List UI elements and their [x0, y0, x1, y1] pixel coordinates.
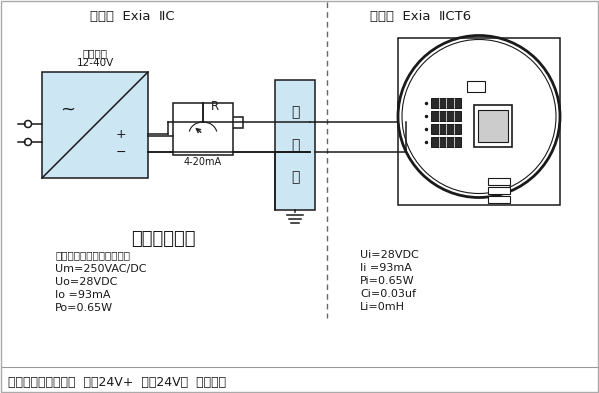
Text: Li=0mH: Li=0mH: [360, 302, 405, 312]
Text: Io =93mA: Io =93mA: [55, 290, 110, 300]
FancyBboxPatch shape: [488, 187, 510, 194]
Text: （参见安全栅适用说明书）: （参见安全栅适用说明书）: [55, 250, 130, 260]
Text: ~: ~: [60, 101, 75, 119]
FancyBboxPatch shape: [188, 116, 243, 127]
FancyBboxPatch shape: [467, 81, 485, 92]
FancyBboxPatch shape: [478, 110, 508, 141]
Text: 本安型接线图: 本安型接线图: [131, 230, 195, 248]
Text: Uo=28VDC: Uo=28VDC: [55, 277, 117, 287]
Text: 12-40V: 12-40V: [77, 58, 114, 68]
Text: Ci=0.03uf: Ci=0.03uf: [360, 289, 416, 299]
FancyBboxPatch shape: [488, 196, 510, 203]
Circle shape: [406, 44, 552, 189]
FancyBboxPatch shape: [431, 123, 461, 134]
Text: 直流电源: 直流电源: [83, 48, 107, 58]
Text: 安全区  Exia  ⅡC: 安全区 Exia ⅡC: [90, 10, 175, 23]
Text: 注：一体化接线方式  红：24V+  蓝：24V－  黑：接地: 注：一体化接线方式 红：24V+ 蓝：24V－ 黑：接地: [8, 376, 226, 389]
Text: 4-20mA: 4-20mA: [184, 157, 222, 167]
Text: 危险区  Exia  ⅡCT6: 危险区 Exia ⅡCT6: [370, 10, 471, 23]
Text: +: +: [116, 127, 126, 141]
FancyBboxPatch shape: [431, 110, 461, 121]
FancyBboxPatch shape: [431, 136, 461, 147]
Text: 安: 安: [291, 105, 299, 119]
Text: 全: 全: [291, 138, 299, 152]
Text: Um=250VAC/DC: Um=250VAC/DC: [55, 264, 147, 274]
Text: Ii =93mA: Ii =93mA: [360, 263, 412, 273]
FancyBboxPatch shape: [275, 80, 315, 210]
FancyBboxPatch shape: [42, 72, 148, 178]
FancyBboxPatch shape: [474, 105, 512, 147]
Text: R: R: [211, 101, 219, 114]
Text: −: −: [116, 145, 126, 158]
Text: Pi=0.65W: Pi=0.65W: [360, 276, 415, 286]
FancyBboxPatch shape: [488, 178, 510, 185]
FancyBboxPatch shape: [431, 97, 461, 108]
Text: 栅: 栅: [291, 171, 299, 184]
FancyBboxPatch shape: [173, 103, 233, 155]
Text: Po=0.65W: Po=0.65W: [55, 303, 113, 313]
Text: Ui=28VDC: Ui=28VDC: [360, 250, 419, 260]
FancyBboxPatch shape: [398, 38, 560, 205]
